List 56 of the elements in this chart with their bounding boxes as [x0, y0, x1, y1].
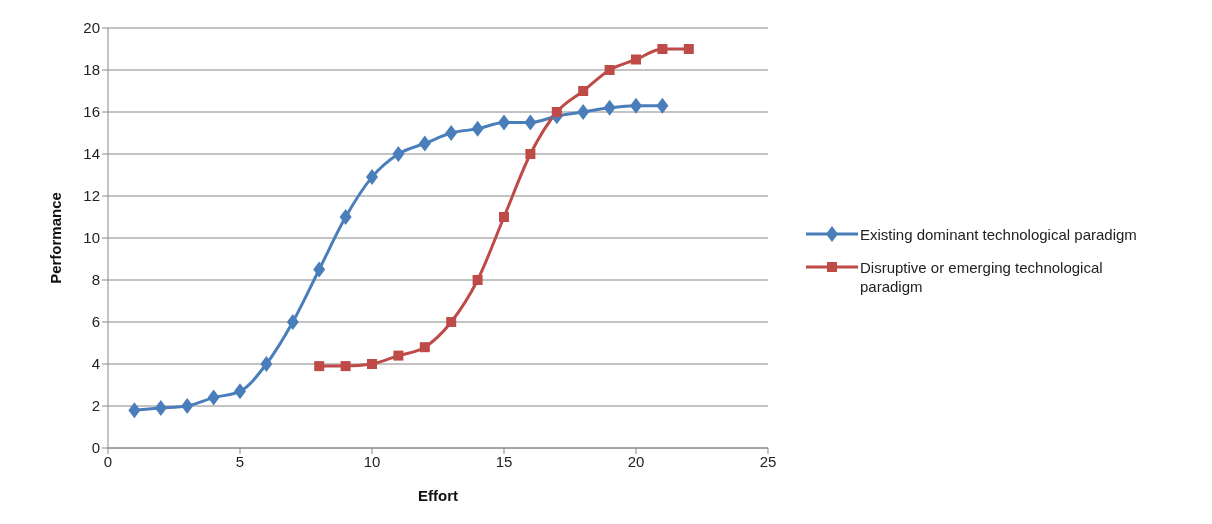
- point: [286, 314, 299, 330]
- point: [392, 146, 405, 162]
- y-tick-label: 4: [91, 355, 100, 373]
- x-axis-title: Effort: [418, 487, 458, 504]
- point: [499, 212, 509, 222]
- x-tick-label: 5: [235, 452, 245, 470]
- legend-label: Disruptive or emerging technological paradigm: [860, 258, 1104, 296]
- point: [260, 356, 273, 372]
- x-tick-label: 20: [627, 452, 645, 470]
- point: [393, 350, 404, 361]
- point: [314, 361, 325, 372]
- point: [525, 149, 536, 159]
- point: [181, 398, 194, 414]
- x-tick-label: 10: [363, 452, 381, 470]
- point: [154, 400, 167, 417]
- y-tick-label: 0: [91, 439, 100, 457]
- point: [630, 97, 642, 114]
- point: [656, 97, 669, 114]
- y-tick-label: 18: [83, 61, 100, 79]
- point: [207, 389, 220, 406]
- y-tick-label: 16: [83, 103, 100, 121]
- point: [577, 104, 590, 120]
- y-tick-label: 2: [91, 397, 100, 415]
- point: [339, 209, 352, 225]
- point: [604, 65, 615, 75]
- point: [234, 383, 246, 400]
- point: [631, 54, 641, 65]
- y-tick-label: 8: [91, 271, 100, 289]
- point: [551, 107, 562, 117]
- point: [367, 359, 377, 369]
- point: [340, 361, 351, 372]
- y-tick-label: 6: [91, 313, 100, 331]
- point: [313, 261, 326, 278]
- legend-label: Existing dominant technological paradigm: [860, 225, 1137, 244]
- point: [498, 114, 510, 131]
- point: [419, 342, 430, 353]
- point: [657, 44, 668, 54]
- point: [603, 99, 616, 116]
- point: [446, 317, 457, 327]
- point: [472, 275, 483, 285]
- point: [418, 135, 431, 152]
- point: [128, 402, 141, 419]
- point: [683, 44, 694, 54]
- point: [366, 169, 378, 186]
- x-tick-label: 0: [103, 452, 113, 470]
- y-axis-title: Performance: [47, 192, 65, 284]
- y-tick-label: 14: [83, 145, 100, 163]
- point: [524, 114, 537, 131]
- y-tick-label: 12: [83, 187, 100, 205]
- point: [445, 125, 458, 141]
- x-tick-label: 25: [759, 452, 777, 470]
- y-tick-label: 10: [83, 229, 100, 247]
- point: [471, 120, 484, 137]
- x-tick-label: 15: [495, 452, 513, 470]
- point: [578, 86, 589, 96]
- y-tick-label: 20: [83, 19, 100, 37]
